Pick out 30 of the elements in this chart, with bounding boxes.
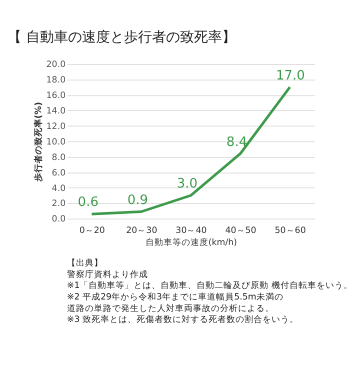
y-tick-label: 18.0 [46, 75, 66, 86]
x-tick-label: 40～50 [225, 226, 256, 236]
text: 道路の単路で発生した人対車両事故の分析による。 [66, 302, 274, 314]
y-tick-label: 16.0 [46, 90, 66, 101]
chart-title: 【 自動車の速度と歩行者の致死率】 [8, 29, 236, 46]
y-tick-label: 12.0 [46, 122, 66, 132]
y-tick-label: 8.0 [52, 152, 66, 163]
data-label: 3.0 [176, 176, 198, 192]
data-label: 0.6 [78, 195, 98, 210]
text: ※1「自動車等」とは、自動車、自動二輪及び原動 機付自転車をいう。 [66, 280, 352, 292]
data-label: 8.4 [226, 134, 248, 150]
text: 【出典】 [66, 258, 103, 269]
data-label: 0.9 [127, 192, 148, 208]
y-tick-label: 6.0 [52, 168, 66, 178]
y-tick-label: 0.0 [52, 214, 66, 225]
x-tick-label: 30～40 [176, 226, 207, 236]
x-axis-title: 自動車等の速度(km/h) [145, 237, 238, 248]
y-tick-label: 10.0 [46, 137, 66, 148]
x-tick-label: 20～30 [126, 226, 158, 236]
text: 警察庁資料より作成 [66, 268, 148, 280]
text: ※3 致死率とは、死傷者数に対する死者数の割合をいう。 [66, 314, 298, 326]
x-tick-label: 50～60 [274, 226, 306, 236]
x-tick-label: 0～20 [79, 226, 105, 236]
y-tick-label: 4.0 [52, 184, 66, 194]
data-label: 17.0 [276, 68, 305, 84]
y-tick-label: 14.0 [46, 106, 66, 116]
y-tick-label: 2.0 [52, 199, 66, 210]
y-tick-label: 20.0 [46, 60, 66, 70]
text: ※2 平成29年から令和3年までに車道幅員5.5m未満の [66, 291, 284, 302]
y-axis-title: 歩行者の致死率(%) [33, 102, 44, 183]
